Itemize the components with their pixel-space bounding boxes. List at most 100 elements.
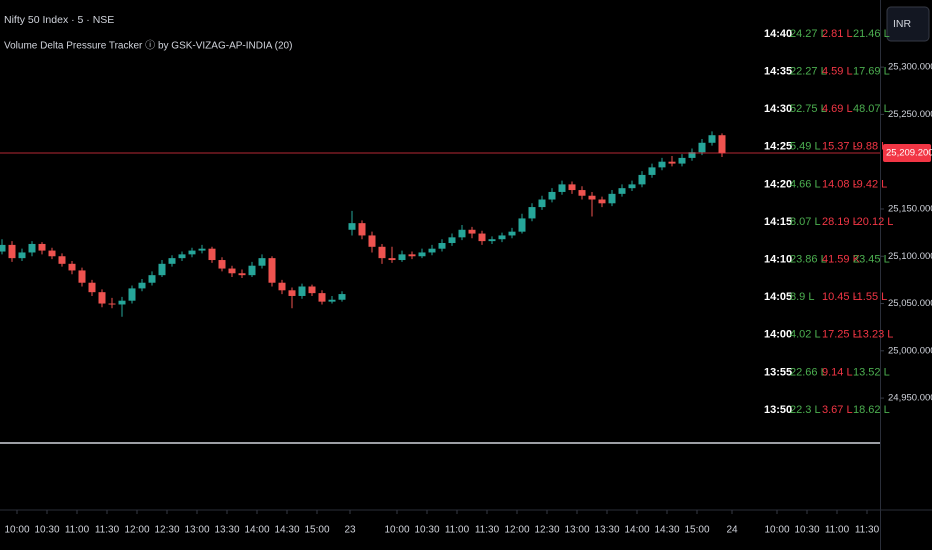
x-tick-label: 11:00: [445, 525, 470, 536]
table-time: 14:35: [764, 66, 792, 78]
x-tick-label: 13:00: [564, 525, 589, 536]
table-cell: 41.59 K: [822, 254, 861, 266]
candle-body: [428, 248, 436, 253]
x-tick-label: 11:30: [95, 525, 120, 536]
candle-body: [458, 229, 466, 238]
candle-body: [318, 293, 326, 302]
candle-body: [218, 260, 226, 269]
indicator-title: Volume Delta Pressure Tracker ⓘ by GSK-V…: [4, 40, 292, 52]
candle-body: [88, 282, 96, 293]
x-tick-label: 10:00: [764, 525, 789, 536]
table-cell: 5.49 L: [790, 141, 821, 153]
table-cell: 15.37 L: [822, 141, 859, 153]
table-time: 14:05: [764, 291, 792, 303]
candle-body: [608, 193, 616, 204]
x-tick-label: 11:30: [475, 525, 500, 536]
x-tick-label: 14:30: [274, 525, 299, 536]
candle-body: [468, 229, 476, 234]
table-cell: 22.66 L: [790, 366, 827, 378]
table-cell: -9.42 L: [853, 178, 887, 190]
candle-body: [258, 258, 266, 266]
candle-body: [198, 248, 206, 251]
candle-body: [698, 142, 706, 153]
candle-body: [78, 270, 86, 283]
x-tick-label: 12:00: [504, 525, 529, 536]
table-time: 14:20: [764, 178, 792, 190]
x-tick-label: 24: [726, 525, 738, 536]
table-time: 14:00: [764, 329, 792, 341]
x-tick-label: 15:00: [304, 525, 329, 536]
x-tick-label: 11:30: [855, 525, 880, 536]
candle-body: [248, 265, 256, 276]
x-tick-label: 13:30: [594, 525, 619, 536]
candle-body: [308, 286, 316, 294]
candle-body: [178, 254, 186, 259]
table-cell: 4.69 L: [822, 103, 853, 115]
table-time: 14:15: [764, 216, 792, 228]
candle-body: [108, 303, 116, 305]
candle-body: [268, 258, 276, 283]
table-cell: 3.67 L: [822, 404, 853, 416]
table-cell: 24.27 L: [790, 28, 827, 40]
x-tick-label: 13:00: [184, 525, 209, 536]
table-cell: 52.75 L: [790, 103, 827, 115]
x-tick-label: 10:30: [414, 525, 439, 536]
candle-body: [628, 184, 636, 189]
table-time: 14:30: [764, 103, 792, 115]
candle-body: [378, 246, 386, 259]
candle-body: [688, 152, 696, 158]
x-tick-label: 23: [344, 525, 356, 536]
candle-body: [188, 250, 196, 255]
table-cell: 18.62 L: [853, 404, 890, 416]
candle-body: [388, 258, 396, 261]
table-cell: 10.45 L: [822, 291, 859, 303]
candle-body: [678, 157, 686, 164]
candle-body: [448, 237, 456, 244]
table-cell: 14.08 L: [822, 178, 859, 190]
candle-body: [358, 223, 366, 236]
candle-body: [538, 199, 546, 208]
candle-body: [148, 275, 156, 283]
x-tick-label: 14:00: [244, 525, 269, 536]
table-cell: 17.25 L: [822, 329, 859, 341]
candle-body: [408, 254, 416, 257]
candle-body: [638, 174, 646, 185]
table-cell: 22.3 L: [790, 404, 821, 416]
table-cell: 8.07 L: [790, 216, 821, 228]
table-cell: 9.14 L: [822, 366, 853, 378]
table-cell: -9.88 L: [853, 141, 887, 153]
candle-body: [578, 190, 586, 196]
table-time: 14:40: [764, 28, 792, 40]
candle-body: [708, 135, 716, 143]
candle-body: [488, 239, 496, 242]
candle-body: [48, 250, 56, 257]
table-cell: 28.19 L: [822, 216, 859, 228]
candle-body: [118, 300, 126, 305]
x-tick-label: 10:30: [794, 525, 819, 536]
table-cell: 4.59 L: [822, 66, 853, 78]
candle-body: [418, 252, 426, 257]
table-time: 14:10: [764, 254, 792, 266]
candle-body: [348, 223, 356, 230]
candle-body: [288, 290, 296, 296]
candle-body: [558, 184, 566, 192]
candle-body: [568, 184, 576, 191]
last-price-label: 25,209.20000: [886, 148, 932, 159]
candle-body: [138, 282, 146, 289]
candle-body: [338, 294, 346, 300]
candle-body: [18, 252, 26, 259]
candle-body: [508, 231, 516, 236]
currency-label[interactable]: INR: [893, 18, 912, 30]
candle-body: [368, 235, 376, 247]
candle-body: [718, 135, 726, 154]
candle-body: [548, 191, 556, 200]
last-price-badge: [883, 143, 931, 162]
candle-body: [328, 299, 336, 302]
table-cell: 13.52 L: [853, 366, 890, 378]
candle-body: [498, 235, 506, 240]
candle-body: [518, 218, 526, 232]
candle-body: [648, 167, 656, 175]
candle-body: [238, 273, 246, 276]
currency-button[interactable]: [886, 6, 930, 42]
